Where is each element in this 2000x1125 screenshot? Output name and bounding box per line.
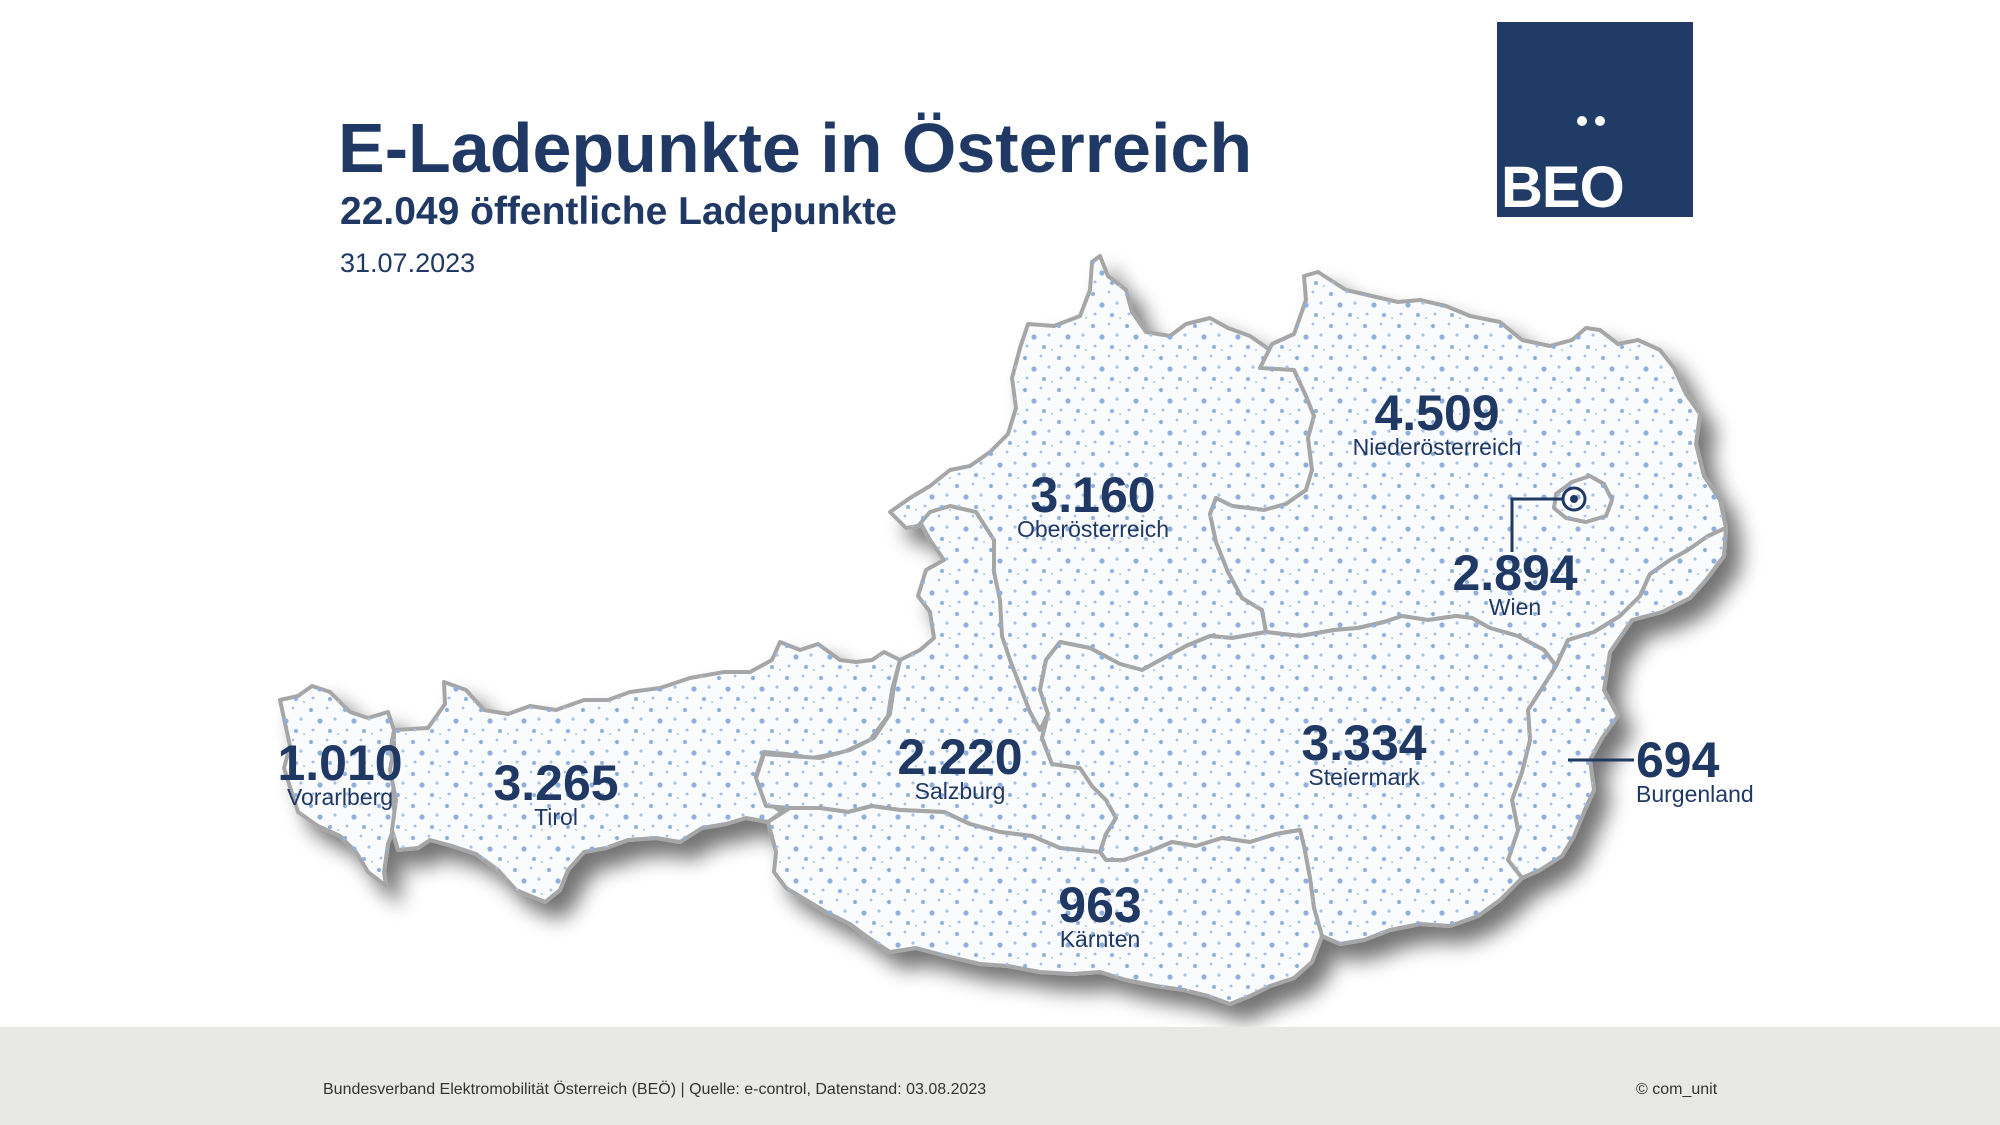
name-salzburg: Salzburg — [914, 778, 1006, 804]
value-tirol: 3.265 — [493, 755, 619, 811]
map-regions — [278, 254, 1728, 1006]
value-burgenland: 694 — [1636, 732, 1720, 788]
date-label: 31.07.2023 — [340, 248, 476, 278]
label-vorarlberg: 1.010 Vorarlberg — [277, 738, 402, 809]
name-kaernten: Kärnten — [1059, 926, 1141, 952]
value-wien: 2.894 — [1452, 545, 1578, 601]
label-niederoesterreich: 4.509 Niederösterreich — [1353, 388, 1522, 459]
name-oberoesterreich: Oberösterreich — [1016, 516, 1170, 542]
value-steiermark: 3.334 — [1301, 715, 1427, 771]
footer-source: Bundesverband Elektromobilität Österreic… — [323, 1081, 987, 1098]
logo-dot-right — [1595, 116, 1605, 126]
footer-copyright: © com_unit — [1636, 1081, 1718, 1098]
value-vorarlberg: 1.010 — [277, 735, 403, 791]
logo-text: BEO — [1501, 155, 1625, 220]
value-niederoesterreich: 4.509 — [1374, 385, 1500, 441]
value-salzburg: 2.220 — [897, 729, 1023, 785]
label-burgenland: 694 Burgenland — [1636, 735, 1754, 806]
beo-logo: BEO — [1497, 22, 1693, 217]
logo-dot-left — [1577, 116, 1587, 126]
name-vorarlberg: Vorarlberg — [286, 784, 394, 810]
label-kaernten: 963 Kärnten — [1058, 880, 1141, 951]
name-tirol: Tirol — [534, 804, 578, 830]
name-wien: Wien — [1488, 594, 1542, 620]
page-title: E-Ladepunkte in Österreich — [338, 109, 1253, 187]
page-subtitle: 22.049 öffentliche Ladepunkte — [340, 190, 897, 233]
label-tirol: 3.265 Tirol — [493, 758, 618, 829]
name-burgenland: Burgenland — [1636, 781, 1754, 807]
value-oberoesterreich: 3.160 — [1030, 467, 1156, 523]
name-steiermark: Steiermark — [1308, 764, 1420, 790]
label-wien: 2.894 Wien — [1452, 548, 1577, 619]
label-steiermark: 3.334 Steiermark — [1301, 718, 1426, 789]
name-niederoesterreich: Niederösterreich — [1352, 434, 1522, 460]
wien-marker — [1510, 486, 1587, 552]
label-oberoesterreich: 3.160 Oberösterreich — [1017, 470, 1169, 541]
value-kaernten: 963 — [1058, 877, 1142, 933]
label-salzburg: 2.220 Salzburg — [897, 732, 1022, 803]
footer: Bundesverband Elektromobilität Österreic… — [0, 1027, 2000, 1125]
